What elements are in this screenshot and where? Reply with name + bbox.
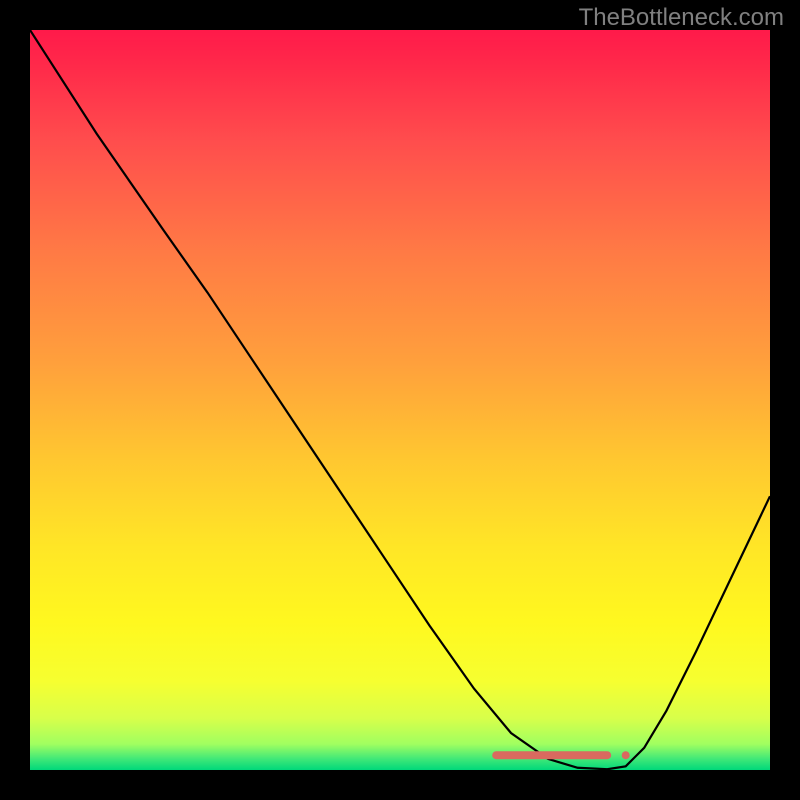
watermark-text: TheBottleneck.com bbox=[579, 4, 784, 32]
chart-canvas: TheBottleneck.com bbox=[0, 0, 800, 800]
optimal-point-dot bbox=[622, 751, 630, 759]
optimal-range-markers bbox=[30, 30, 770, 770]
plot-area bbox=[30, 30, 770, 770]
